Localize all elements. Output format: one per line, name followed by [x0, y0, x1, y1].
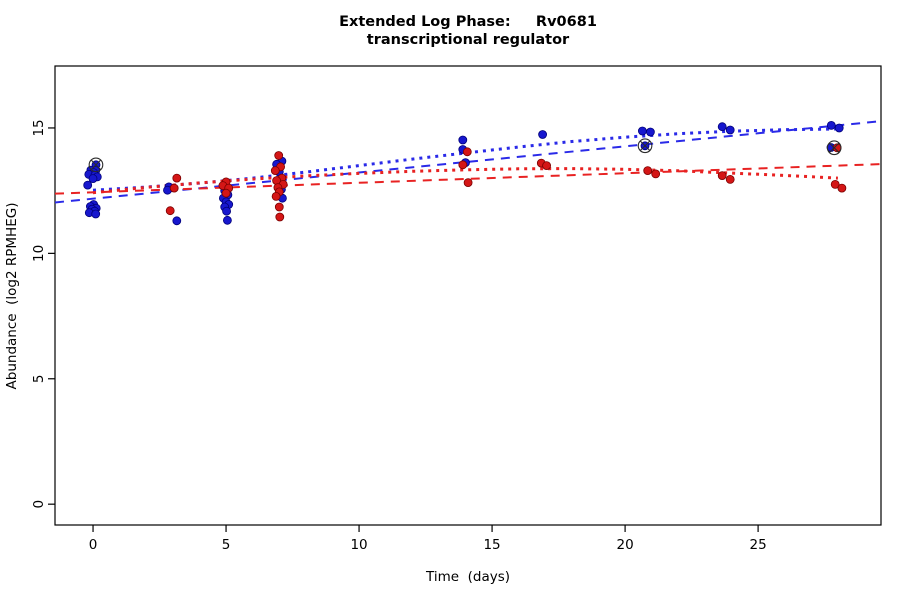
- data-point-red-condition: [463, 178, 473, 188]
- flagged-point-circle: [637, 138, 653, 154]
- data-point-blue-condition: [717, 122, 727, 132]
- data-point-red-condition: [271, 191, 281, 201]
- data-point-red-condition: [270, 166, 280, 176]
- data-point-red-condition: [274, 202, 284, 212]
- data-point-red-condition: [165, 206, 175, 216]
- data-point-red-condition: [643, 166, 653, 176]
- flagged-point-cross: [90, 159, 102, 171]
- data-point-blue-condition: [88, 174, 98, 184]
- data-point-red-condition: [717, 171, 727, 181]
- y-axis-label: Abundance (log2 RPMHEG): [4, 203, 20, 390]
- x-tick-label: 15: [483, 537, 500, 553]
- y-tick-label: 15: [31, 119, 47, 136]
- plot-title-line2: transcriptional regulator: [367, 32, 570, 48]
- data-point-red-condition: [830, 179, 840, 189]
- data-point-blue-condition: [834, 123, 844, 133]
- data-point-blue-condition: [83, 180, 93, 190]
- data-point-red-condition: [172, 173, 182, 183]
- data-point-red-condition: [462, 147, 472, 157]
- data-point-red-condition: [221, 188, 231, 198]
- y-tick-label: 0: [31, 500, 47, 509]
- trend-line-red-dashed-fit: [54, 163, 882, 195]
- data-point-blue-condition: [725, 125, 735, 135]
- plot-title-line1: Extended Log Phase: Rv0681: [339, 14, 597, 30]
- data-point-red-condition: [651, 169, 661, 179]
- x-tick-label: 25: [750, 537, 767, 553]
- data-point-blue-condition: [646, 127, 655, 137]
- data-point-red-condition: [458, 160, 468, 170]
- data-point-blue-condition: [172, 216, 182, 226]
- trend-line-blue-dashed-fit: [54, 120, 882, 204]
- data-point-red-condition: [275, 212, 285, 222]
- x-tick-label: 5: [222, 537, 231, 553]
- x-tick-label: 10: [350, 537, 367, 553]
- x-tick-label: 0: [89, 537, 98, 553]
- y-tick-label: 10: [31, 245, 47, 262]
- data-point-red-condition: [274, 151, 284, 160]
- flagged-point-circle: [88, 157, 104, 173]
- flagged-point-cross: [639, 140, 651, 152]
- x-tick-label: 20: [616, 537, 633, 553]
- y-tick-label: 5: [31, 374, 47, 383]
- data-point-blue-condition: [91, 209, 101, 219]
- data-point-red-condition: [542, 161, 551, 171]
- x-axis-label: Time (days): [425, 569, 510, 585]
- data-point-red-condition: [725, 174, 735, 184]
- data-point-red-condition: [837, 183, 847, 193]
- data-point-blue-condition: [458, 135, 468, 145]
- plot-border: [54, 65, 882, 526]
- data-point-blue-condition: [826, 121, 836, 130]
- data-point-blue-condition: [638, 126, 647, 136]
- plot-area: 0 5 10 15 20 25 0 5 10 15: [31, 65, 882, 553]
- data-point-red-condition: [169, 183, 179, 193]
- data-point-blue-condition: [222, 206, 232, 216]
- flagged-point-cross: [828, 142, 840, 154]
- flagged-point-circle: [826, 140, 842, 156]
- data-point-blue-condition: [538, 130, 547, 139]
- data-point-blue-condition: [222, 215, 232, 225]
